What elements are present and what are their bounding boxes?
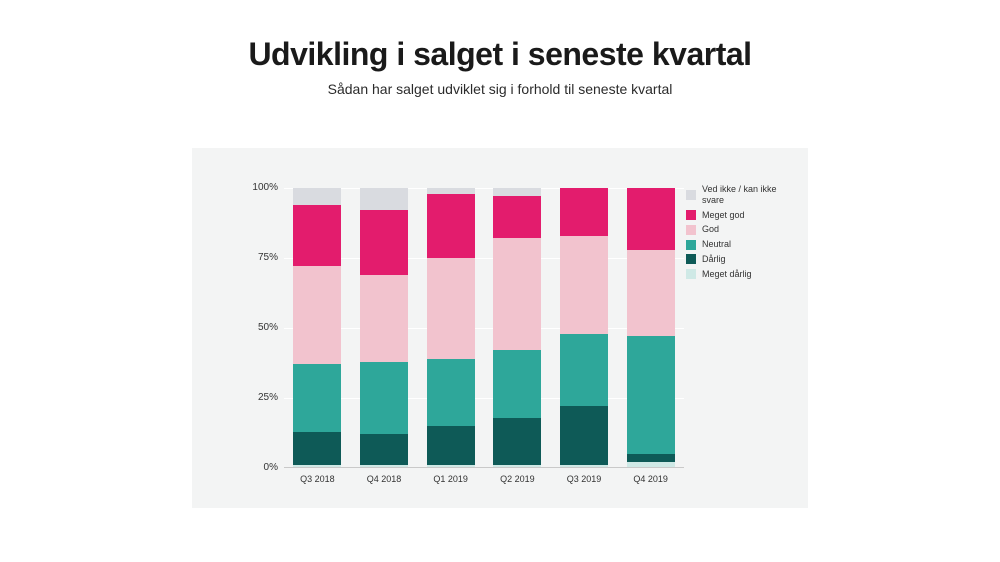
bar-segment-meget_god xyxy=(627,188,675,250)
bar-segment-darlig xyxy=(427,426,475,465)
legend-item-ved_ikke: Ved ikke / kan ikke svare xyxy=(686,184,798,206)
bar-segment-ved_ikke xyxy=(360,188,408,210)
legend: Ved ikke / kan ikke svare Meget god God Neu… xyxy=(686,184,798,284)
legend-label: Dårlig xyxy=(702,254,726,265)
legend-swatch xyxy=(686,190,696,200)
bar-segment-god xyxy=(293,266,341,364)
y-tick-label: 75% xyxy=(242,252,278,263)
x-tick-label: Q1 2019 xyxy=(427,474,475,484)
page: Udvikling i salget i seneste kvartal Såd… xyxy=(0,0,1000,562)
x-tick-label: Q3 2019 xyxy=(560,474,608,484)
y-tick-label: 50% xyxy=(242,322,278,333)
bar-column: Q4 2019 xyxy=(627,188,675,468)
bar-segment-meget_god xyxy=(427,194,475,258)
legend-swatch xyxy=(686,210,696,220)
bar-segment-god xyxy=(360,275,408,362)
bar-segment-darlig xyxy=(360,434,408,465)
legend-item-meget_darlig: Meget dårlig xyxy=(686,269,798,280)
y-tick-label: 100% xyxy=(242,182,278,193)
legend-label: God xyxy=(702,224,719,235)
legend-label: Neutral xyxy=(702,239,731,250)
bar-segment-meget_god xyxy=(560,188,608,236)
legend-label: Meget god xyxy=(702,210,745,221)
legend-item-neutral: Neutral xyxy=(686,239,798,250)
legend-item-darlig: Dårlig xyxy=(686,254,798,265)
bar-segment-neutral xyxy=(493,350,541,417)
x-tick-label: Q2 2019 xyxy=(493,474,541,484)
y-tick-label: 25% xyxy=(242,392,278,403)
x-axis-line xyxy=(284,467,684,468)
bar-segment-meget_god xyxy=(493,196,541,238)
legend-swatch xyxy=(686,254,696,264)
bar-column: Q3 2018 xyxy=(293,188,341,468)
bar-segment-darlig xyxy=(493,418,541,466)
bar-segment-god xyxy=(627,250,675,337)
bar-segment-neutral xyxy=(360,362,408,435)
legend-swatch xyxy=(686,240,696,250)
bar-segment-meget_god xyxy=(360,210,408,274)
bar-segment-god xyxy=(493,238,541,350)
bar-segment-darlig xyxy=(560,406,608,465)
bar-column: Q4 2018 xyxy=(360,188,408,468)
y-tick-label: 0% xyxy=(242,462,278,473)
x-tick-label: Q4 2018 xyxy=(360,474,408,484)
bar-segment-neutral xyxy=(627,336,675,454)
bars-container: Q3 2018 Q4 2018 Q1 2019 Q2 2019 Q3 2019 Q4 20… xyxy=(284,188,684,468)
bar-segment-god xyxy=(560,236,608,334)
legend-label: Meget dårlig xyxy=(702,269,752,280)
bar-segment-neutral xyxy=(293,364,341,431)
bar-column: Q1 2019 xyxy=(427,188,475,468)
page-title: Udvikling i salget i seneste kvartal xyxy=(0,0,1000,73)
page-subtitle: Sådan har salget udviklet sig i forhold … xyxy=(0,81,1000,97)
bar-segment-darlig xyxy=(627,454,675,462)
bar-segment-neutral xyxy=(427,359,475,426)
bar-segment-god xyxy=(427,258,475,359)
bar-segment-meget_god xyxy=(293,205,341,267)
bar-segment-neutral xyxy=(560,334,608,407)
bar-segment-darlig xyxy=(293,432,341,466)
legend-item-god: God xyxy=(686,224,798,235)
bar-segment-ved_ikke xyxy=(293,188,341,205)
bar-segment-ved_ikke xyxy=(427,188,475,194)
chart-panel: 0% 25% 50% 75% 100% Q3 2018 Q4 2018 Q1 2019 Q2 … xyxy=(192,148,808,508)
bar-column: Q2 2019 xyxy=(493,188,541,468)
legend-item-meget_god: Meget god xyxy=(686,210,798,221)
x-tick-label: Q3 2018 xyxy=(293,474,341,484)
chart-plot-area: 0%25%50%75%100% Q3 2018Q4 2018Q1 2019Q2 … xyxy=(284,188,684,468)
x-tick-label: Q4 2019 xyxy=(627,474,675,484)
bar-column: Q3 2019 xyxy=(560,188,608,468)
legend-label: Ved ikke / kan ikke svare xyxy=(702,184,798,206)
legend-swatch xyxy=(686,225,696,235)
legend-swatch xyxy=(686,269,696,279)
bar-segment-ved_ikke xyxy=(493,188,541,196)
